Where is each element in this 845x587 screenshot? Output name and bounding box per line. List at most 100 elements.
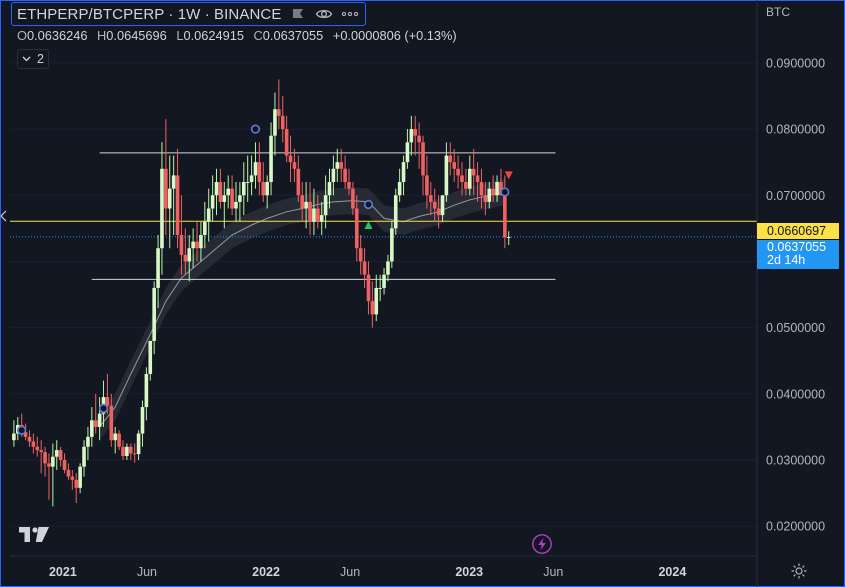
candle-body: [467, 168, 472, 189]
candle: [90, 407, 94, 447]
more-icon[interactable]: [341, 5, 359, 23]
candle: [495, 175, 499, 202]
symbol-legend[interactable]: ETHPERP/BTCPERP · 1W · BINANCE: [11, 2, 367, 26]
price-tick-label: 0.0800000: [766, 123, 825, 137]
candle-body: [152, 287, 156, 341]
candle-body: [47, 463, 51, 467]
candle: [109, 393, 114, 447]
eye-icon[interactable]: [315, 5, 333, 23]
candle-body: [230, 188, 234, 209]
candle: [506, 231, 511, 245]
candle: [448, 142, 453, 176]
candle: [175, 148, 180, 249]
flash-icon[interactable]: [531, 533, 553, 555]
candle-body: [308, 201, 312, 222]
candle: [487, 182, 492, 209]
candle-body: [436, 208, 441, 216]
candle: [140, 400, 145, 447]
candle: [362, 248, 367, 288]
candle-body: [226, 188, 230, 196]
candle: [358, 234, 363, 275]
candle-body: [136, 433, 141, 455]
candle: [491, 175, 495, 202]
candle-body: [269, 135, 273, 183]
candle-body: [241, 182, 246, 196]
candle-body: [257, 162, 262, 183]
candle: [43, 446, 47, 477]
candle-body: [222, 195, 227, 202]
candle: [300, 182, 305, 222]
symbol-title[interactable]: ETHPERP/BTCPERP · 1W · BINANCE: [17, 5, 282, 23]
time-tick-label: 2022: [252, 565, 280, 579]
candle: [117, 430, 121, 451]
flag-icon[interactable]: [289, 5, 307, 23]
candle-body: [331, 168, 336, 183]
candle-body: [386, 261, 390, 275]
candle-body: [125, 446, 129, 457]
candle-body: [429, 195, 433, 202]
candle: [471, 148, 476, 196]
tradingview-logo[interactable]: [18, 525, 50, 550]
candle: [366, 261, 371, 315]
drag-handle[interactable]: [0, 205, 10, 227]
candle: [31, 433, 36, 454]
indicator-toggle-button[interactable]: 2: [17, 49, 49, 69]
high-label: H: [97, 28, 107, 43]
candle-body: [390, 228, 394, 262]
candle: [452, 148, 456, 183]
price-tick-label: 0.0500000: [766, 321, 825, 335]
candle-body: [261, 182, 266, 196]
candle-body: [417, 135, 421, 143]
gear-icon[interactable]: [790, 562, 808, 585]
candle: [421, 135, 425, 196]
price-scale[interactable]: 0.09000000.08000000.07000000.06000000.05…: [766, 56, 825, 533]
candle: [456, 155, 460, 189]
candle-body: [249, 175, 254, 183]
candle-body: [304, 201, 308, 209]
horizontal-lines: [10, 152, 757, 280]
candle-body: [203, 221, 207, 235]
candle-body: [35, 446, 40, 451]
candle-body: [93, 420, 98, 427]
candle: [335, 148, 340, 183]
candle: [113, 426, 118, 454]
candle-body: [409, 129, 414, 143]
candle-body: [167, 188, 172, 209]
time-tick-label: 2021: [49, 565, 77, 579]
candle-body: [117, 433, 121, 447]
candle-body: [280, 115, 285, 130]
candle-body: [479, 182, 484, 196]
candle: [475, 162, 480, 202]
candle: [280, 95, 285, 143]
candle: [292, 148, 297, 183]
candle: [304, 182, 308, 229]
candle-body: [245, 182, 250, 184]
candle-body: [265, 182, 269, 196]
currency-label: BTC: [766, 5, 790, 19]
candle-body: [121, 446, 125, 457]
candle: [277, 79, 281, 130]
price-tick-label: 0.0900000: [766, 56, 825, 70]
candle-body: [343, 168, 347, 183]
candle: [93, 393, 98, 434]
candle-body: [460, 175, 464, 183]
candle: [269, 122, 273, 196]
candle: [160, 142, 164, 275]
candle-body: [382, 274, 386, 288]
candle-body: [425, 175, 429, 196]
candle-body: [401, 162, 406, 183]
candle-body: [109, 405, 114, 441]
grid: [10, 62, 757, 527]
candle: [218, 168, 223, 209]
low-label: L: [176, 28, 184, 43]
candle: [203, 201, 207, 249]
candle-body: [319, 215, 324, 222]
open-label: O: [17, 28, 27, 43]
candle: [66, 463, 71, 480]
candle: [265, 175, 269, 209]
candle: [343, 155, 347, 189]
candle-body: [378, 287, 382, 289]
candle-body: [292, 162, 297, 169]
time-scale[interactable]: 2021 Jun 2022 Jun 2023 Jun 2024: [49, 565, 686, 579]
